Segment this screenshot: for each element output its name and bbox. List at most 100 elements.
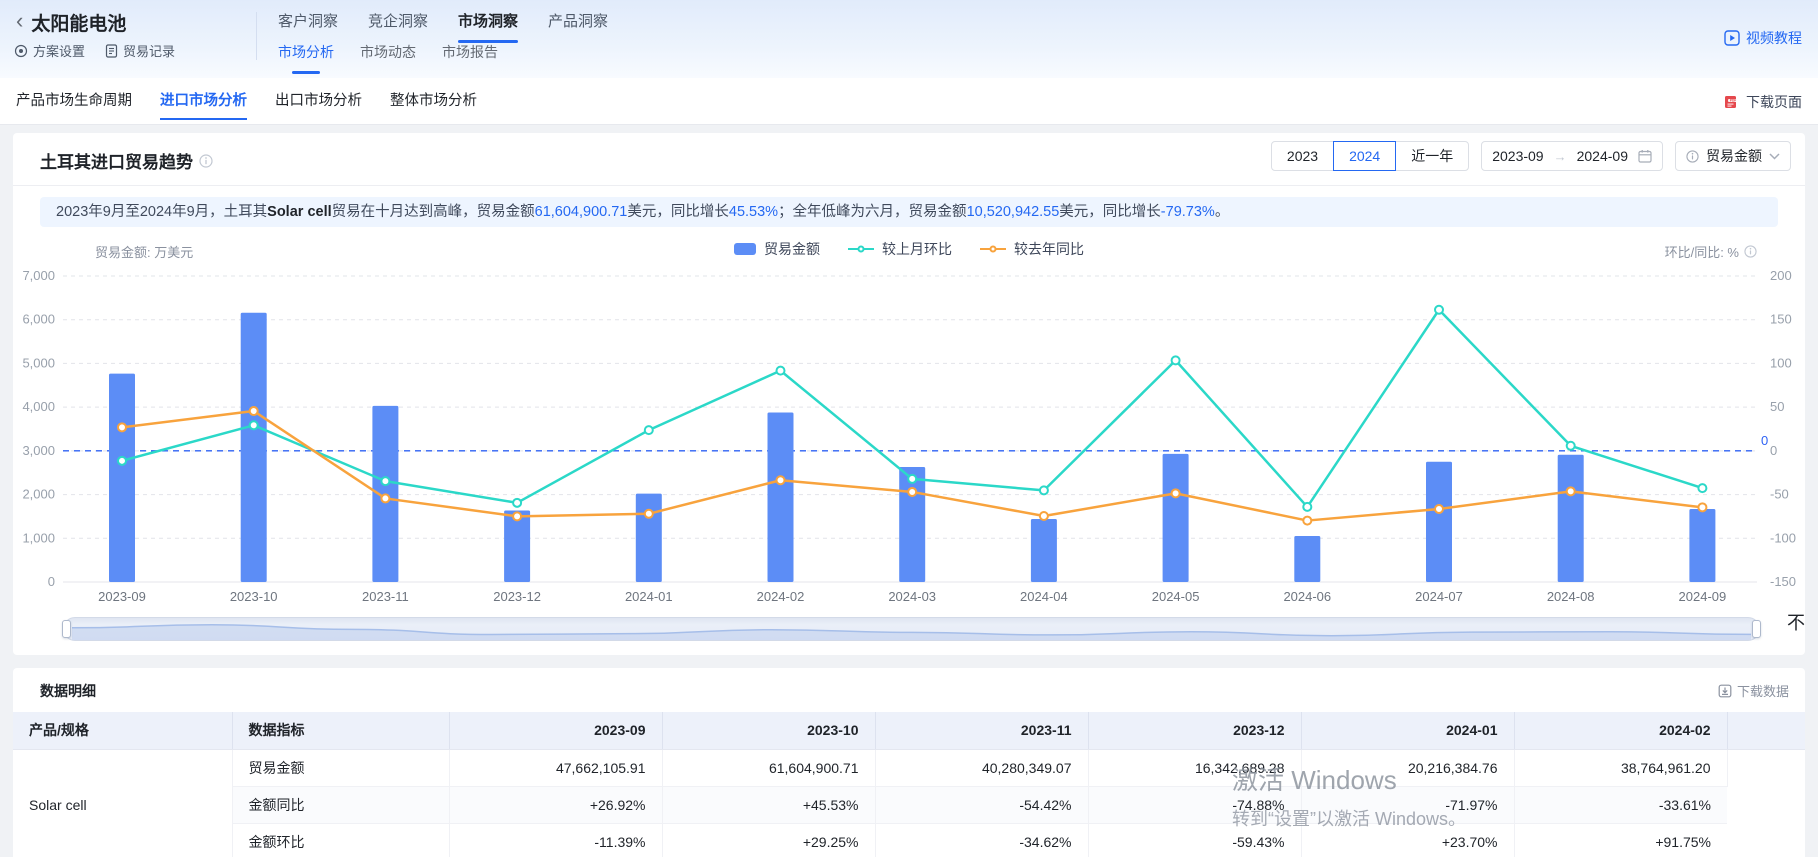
- right-axis-tick: 200: [1770, 268, 1792, 283]
- trend-summary: 2023年9月至2024年9月，土耳其Solar cell贸易在十月达到高峰，贸…: [40, 197, 1778, 227]
- point-较上月环比-2024-03: [907, 473, 918, 484]
- nav-tab-0[interactable]: 产品市场生命周期: [16, 93, 132, 109]
- point-较上月环比-2024-01: [643, 425, 654, 436]
- data-detail-table: 产品/规格 数据指标 2023-09 2023-10 2023-11 2023-12 202…: [13, 712, 1805, 857]
- scheme-settings-label: 方案设置: [33, 44, 86, 59]
- legend-label: 较上月环比: [882, 241, 952, 257]
- table-row-金额同比: 金额同比 +26.92% +45.53% -54.42% -74.88% -71.97% -…: [13, 786, 1805, 824]
- legend-item-较上月环比[interactable]: 较上月环比: [848, 239, 952, 259]
- year-button-2024[interactable]: 2024: [1333, 141, 1397, 171]
- x-axis-label-2023-11: 2023-11: [362, 589, 409, 604]
- x-axis-label-2024-02: 2024-02: [757, 589, 805, 604]
- bar-2023-09: [109, 373, 135, 582]
- chevron-down-icon: [1769, 152, 1780, 160]
- video-tutorial-link[interactable]: 视频教程: [1724, 28, 1802, 48]
- back-icon[interactable]: ‹: [16, 8, 24, 33]
- point-较上月环比-2024-02: [775, 365, 786, 376]
- summary-segment: 45.53%: [728, 204, 779, 220]
- value-cell-2024-02-贸易金额: 38,764,961.20: [1514, 749, 1728, 787]
- x-axis-label-2024-09: 2024-09: [1679, 589, 1727, 604]
- x-axis-label-2024-07: 2024-07: [1415, 589, 1463, 604]
- download-data-link[interactable]: 下载数据: [1718, 681, 1789, 700]
- pdf-icon: PDF: [1724, 94, 1740, 110]
- point-较上月环比-2023-12: [512, 497, 523, 508]
- data-zoom-left-handle[interactable]: [62, 620, 71, 638]
- top-tab-1[interactable]: 竞企洞察: [368, 13, 429, 30]
- point-较上月环比-2024-08: [1565, 440, 1576, 451]
- point-较上月环比-2023-10: [248, 420, 259, 431]
- trade-records-link[interactable]: 贸易记录: [105, 41, 175, 60]
- value-cell-2024-02-金额同比: -33.61%: [1514, 786, 1727, 824]
- year-button-2023[interactable]: 2023: [1270, 141, 1335, 171]
- table-row-贸易金额: Solar cell 贸易金额 47,662,105.91 61,604,900.71…: [13, 749, 1805, 857]
- legend-label: 贸易金额: [764, 241, 820, 257]
- value-cell-2023-12-贸易金额: 16,342,689.28: [1088, 749, 1302, 787]
- sub-tab-0[interactable]: 市场分析: [278, 42, 334, 66]
- value-cell-2023-12-金额环比: -59.43%: [1088, 823, 1302, 857]
- right-axis-tick: 50: [1770, 399, 1784, 414]
- left-axis-tick: 2,000: [22, 487, 55, 502]
- x-axis-label-2024-01: 2024-01: [625, 589, 673, 604]
- top-tab-0[interactable]: 客户洞察: [278, 13, 339, 30]
- indicator-cell: 贸易金额: [232, 749, 450, 787]
- sub-tab-2[interactable]: 市场报告: [442, 44, 498, 60]
- document-icon: [105, 43, 118, 58]
- table-header-2023-10: 2023-10: [662, 712, 876, 750]
- table-header-2024-02: 2024-02: [1514, 712, 1728, 750]
- nav-tab-1[interactable]: 进口市场分析: [160, 78, 247, 125]
- table-header-数据指标: 数据指标: [232, 712, 450, 750]
- point-较上月环比-2023-11: [380, 476, 391, 487]
- nav-tab-2[interactable]: 出口市场分析: [275, 93, 362, 109]
- summary-segment: -79.73%: [1160, 204, 1215, 220]
- bar-2024-05: [1162, 453, 1189, 582]
- date-range-end: 2024-09: [1576, 148, 1628, 164]
- bar-2024-02: [767, 412, 794, 582]
- trend-chart[interactable]: 0 1,000 2,000 3,000 4,000 5,000 6,000 7,000 -150…: [13, 263, 1805, 648]
- bar-2024-01: [635, 493, 662, 582]
- year-button-近一年[interactable]: 近一年: [1395, 141, 1470, 171]
- table-header-产品/规格: 产品/规格: [13, 712, 233, 750]
- top-tab-2[interactable]: 市场洞察: [458, 10, 519, 43]
- value-cell-2023-10-贸易金额: 61,604,900.71: [662, 749, 876, 787]
- right-axis-unit-label: 环比/同比: %: [1665, 242, 1757, 261]
- indicator-cell: 金额同比: [232, 786, 450, 824]
- clipped-value-cell: [1727, 749, 1805, 857]
- svg-text:PDF: PDF: [1730, 98, 1736, 102]
- top-tab-3[interactable]: 产品洞察: [548, 13, 609, 30]
- nav-tab-3[interactable]: 整体市场分析: [390, 93, 477, 109]
- legend-bar-swatch-icon: [734, 243, 756, 255]
- point-较去年同比-2024-06: [1302, 515, 1313, 526]
- divider: [13, 185, 1805, 186]
- value-cell-2023-10-金额环比: +29.25%: [662, 823, 876, 857]
- data-zoom-right-handle[interactable]: [1752, 620, 1761, 638]
- metric-select-value: 贸易金额: [1706, 148, 1762, 164]
- download-page-link[interactable]: PDF 下载页面: [1724, 78, 1802, 125]
- scheme-settings-link[interactable]: 方案设置: [14, 41, 85, 60]
- indicator-cell: 金额环比: [232, 823, 450, 857]
- point-较去年同比-2024-04: [1038, 510, 1049, 521]
- x-axis-label-2024-04: 2024-04: [1020, 589, 1068, 604]
- info-icon[interactable]: [199, 153, 213, 168]
- sub-tab-1[interactable]: 市场动态: [360, 44, 416, 60]
- chart-legend: 贸易金额 较上月环比 较去年同比: [734, 239, 1084, 259]
- data-zoom-slider[interactable]: [62, 617, 1761, 641]
- info-icon[interactable]: [1744, 245, 1757, 258]
- value-cell-2024-01-金额环比: +23.70%: [1301, 823, 1515, 857]
- x-axis-label-2023-12: 2023-12: [493, 589, 541, 604]
- x-axis-label-2023-09: 2023-09: [98, 589, 146, 604]
- top-header-band: ‹ 太阳能电池 方案设置 贸易记录 客户洞察 竞企洞察 市场洞察 产品洞察 市场分析市…: [0, 0, 1818, 78]
- x-axis-label-2023-10: 2023-10: [230, 589, 278, 604]
- point-较去年同比-2023-10: [248, 406, 259, 417]
- quick-links: 方案设置 贸易记录: [14, 41, 175, 60]
- download-icon: [1718, 684, 1732, 698]
- date-range-picker[interactable]: 2023-09 → 2024-09: [1481, 141, 1663, 171]
- date-range-start: 2023-09: [1492, 148, 1544, 164]
- legend-item-较去年同比[interactable]: 较去年同比: [980, 239, 1084, 259]
- header-divider: [256, 12, 257, 60]
- legend-label: 较去年同比: [1014, 241, 1084, 257]
- clipped-text: 不: [1787, 613, 1805, 633]
- legend-item-贸易金额[interactable]: 贸易金额: [734, 239, 820, 259]
- value-cell-2023-10-金额同比: +45.53%: [662, 786, 876, 824]
- summary-segment: 。: [1214, 204, 1230, 220]
- metric-select[interactable]: 贸易金额: [1675, 141, 1791, 171]
